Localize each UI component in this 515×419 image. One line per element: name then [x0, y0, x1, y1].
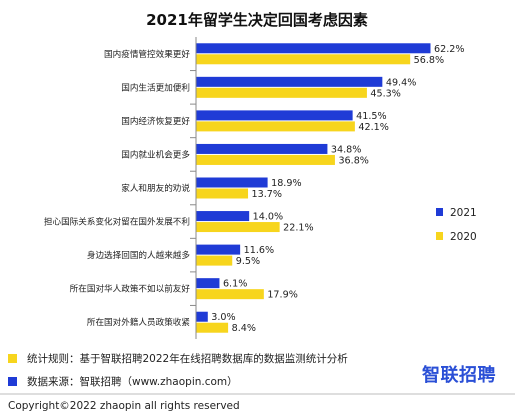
legend-swatch-2020 — [436, 232, 443, 240]
footer-source: 数据来源：智联招聘（www.zhaopin.com） — [8, 374, 238, 389]
data-label-2020: 13.7% — [252, 189, 282, 200]
data-label-2020: 42.1% — [358, 122, 388, 133]
data-label-2021: 34.8% — [331, 144, 361, 155]
chart-title: 2021年留学生决定回国考虑因素 — [146, 11, 368, 29]
data-label-2021: 11.6% — [244, 245, 274, 256]
category-label: 担心国际关系变化对留在国外发展不利 — [44, 216, 190, 228]
footer-source-text: 数据来源：智联招聘（www.zhaopin.com） — [27, 376, 238, 388]
bar-2021 — [196, 110, 353, 121]
data-label-2021: 14.0% — [253, 212, 283, 223]
bar-2020 — [196, 322, 229, 333]
category-label: 所在国对外籍人员政策收紧 — [87, 316, 191, 328]
data-label-2021: 49.4% — [386, 77, 416, 88]
bar-2020 — [196, 154, 335, 165]
category-label: 国内就业机会更多 — [121, 148, 190, 160]
bar-2020 — [196, 255, 233, 266]
legend-label-2020: 2020 — [450, 231, 477, 243]
source-marker — [8, 377, 17, 386]
copyright: Copyright©2022 zhaopin all rights reserv… — [8, 400, 240, 412]
rule-marker — [8, 354, 17, 363]
data-label-2020: 8.4% — [232, 323, 256, 334]
legend-label-2021: 2021 — [450, 207, 477, 219]
data-label-2020: 56.8% — [414, 55, 444, 66]
data-label-2021: 6.1% — [223, 279, 247, 290]
bar-2020 — [196, 188, 249, 199]
category-label: 国内生活更加便利 — [121, 81, 190, 93]
bar-2020 — [196, 87, 367, 98]
bar-2021 — [196, 311, 208, 322]
bar-2021 — [196, 76, 383, 87]
bar-2021 — [196, 211, 250, 222]
category-label: 身边选择回国的人越来越多 — [87, 249, 191, 261]
bar-2021 — [196, 143, 328, 154]
category-label: 国内经济恢复更好 — [121, 115, 190, 127]
bar-2021 — [196, 43, 431, 54]
footer-rule-text: 统计规则：基于智联招聘2022年在线招聘数据库的数据监测统计分析 — [27, 353, 348, 365]
brand-logo: 智联招聘 — [422, 365, 496, 386]
bar-2020 — [196, 121, 355, 132]
data-label-2021: 41.5% — [356, 111, 386, 122]
bar-2020 — [196, 289, 264, 300]
data-label-2020: 22.1% — [283, 223, 313, 234]
footer-divider — [0, 393, 515, 395]
data-label-2020: 36.8% — [338, 155, 368, 166]
plot-area: 国内疫情管控效果更好 62.2%56.8% 国内生活更加便利 49.4%45.3% 国内… — [44, 37, 464, 339]
bar-2021 — [196, 177, 268, 188]
bar-2020 — [196, 54, 411, 65]
category-label: 家人和朋友的劝说 — [121, 182, 190, 194]
category-label: 所在国对华人政策不如以前友好 — [70, 283, 191, 295]
legend: 2021 2020 — [436, 207, 477, 243]
data-label-2020: 17.9% — [267, 290, 297, 301]
data-label-2020: 9.5% — [236, 256, 260, 267]
legend-swatch-2021 — [436, 208, 443, 216]
data-label-2021: 3.0% — [211, 312, 235, 323]
bar-2020 — [196, 222, 280, 233]
data-label-2020: 45.3% — [370, 88, 400, 99]
data-label-2021: 18.9% — [271, 178, 301, 189]
category-label: 国内疫情管控效果更好 — [104, 48, 190, 60]
footer-rule: 统计规则：基于智联招聘2022年在线招聘数据库的数据监测统计分析 — [8, 351, 348, 366]
data-label-2021: 62.2% — [434, 44, 464, 55]
bar-2021 — [196, 278, 220, 289]
bar-2021 — [196, 244, 241, 255]
